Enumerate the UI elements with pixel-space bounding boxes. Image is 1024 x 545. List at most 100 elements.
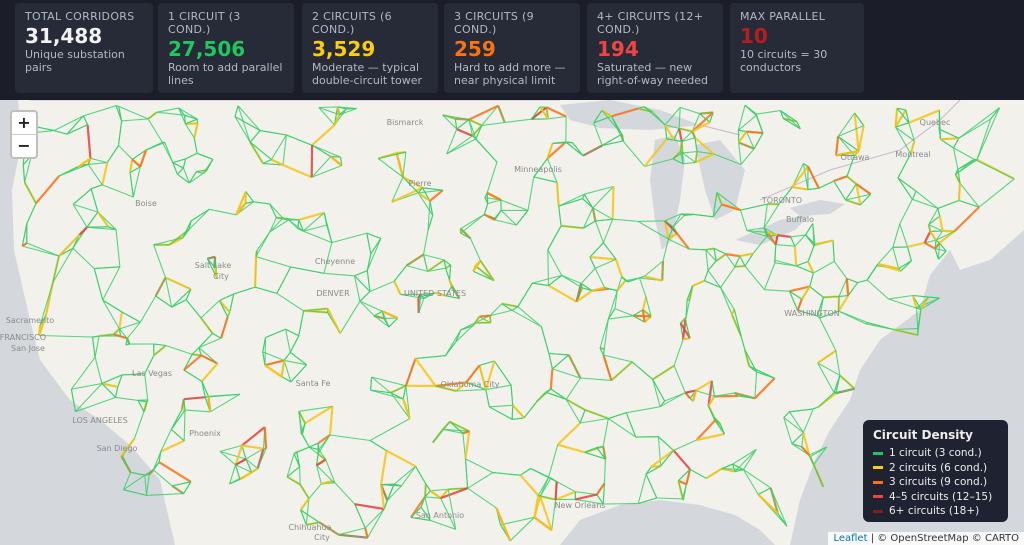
transmission-line [638,497,657,505]
transmission-line [391,176,404,203]
transmission-line [286,453,295,477]
transmission-line [153,244,167,278]
stat-label: 3 CIRCUITS (9 COND.) [454,10,534,36]
transmission-line [739,252,754,258]
transmission-line [632,314,652,318]
transmission-line [492,472,521,476]
transmission-line [672,158,684,165]
transmission-line [796,298,803,311]
transmission-line [924,239,937,244]
stat-label: MAX PARALLEL [740,10,826,23]
transmission-line [138,399,148,401]
transmission-line [265,328,286,339]
stat-card: MAX PARALLEL 10 10 circuits = 30 conductor… [730,3,864,93]
transmission-line [610,116,623,135]
transmission-line [911,190,917,200]
map[interactable]: Bismarck Pierre Minneapolis Boise Salt Lake C… [0,100,1024,545]
transmission-line [603,502,639,505]
transmission-line [837,112,856,137]
transmission-line [645,466,652,475]
place-label: San Antonio [416,511,464,520]
transmission-line [131,158,142,168]
transmission-line [354,270,368,277]
transmission-line [658,436,674,451]
transmission-line [746,229,768,234]
transmission-line [934,242,941,250]
leaflet-link[interactable]: Leaflet [833,533,868,544]
transmission-line [254,256,258,288]
transmission-line [712,192,718,217]
transmission-line [390,385,407,394]
transmission-line [245,191,254,203]
transmission-line [894,108,899,128]
transmission-line [734,449,757,472]
transmission-line [866,263,879,281]
transmission-line [788,290,799,311]
transmission-line [129,172,134,198]
transmission-line [678,127,693,133]
transmission-line [625,412,637,438]
transmission-line [386,485,402,501]
transmission-line [325,459,336,483]
transmission-line [650,464,661,468]
transmission-line [661,260,664,281]
transmission-line [819,310,839,319]
transmission-line [269,217,284,233]
transmission-line [548,352,569,356]
place-label: Buffalo [786,215,814,224]
transmission-line [285,329,291,353]
transmission-line [165,276,192,291]
transmission-line [122,472,132,490]
transmission-line [171,288,192,308]
transmission-line [589,256,617,261]
transmission-line [305,498,310,525]
transmission-line [809,272,814,287]
transmission-line [595,482,606,496]
transmission-line [807,261,815,274]
transmission-line [540,326,550,354]
transmission-line [88,162,108,165]
transmission-line [846,277,858,284]
transmission-line [896,107,907,111]
transmission-line [443,259,452,266]
transmission-line [780,110,798,123]
transmission-line [855,183,862,206]
transmission-line [708,405,715,418]
transmission-line [369,280,395,293]
transmission-line [497,105,506,123]
transmission-line [337,106,347,110]
transmission-line [659,392,686,408]
transmission-line [721,463,733,470]
transmission-line [744,265,765,291]
transmission-line [115,386,119,398]
zoom-in[interactable]: + [17,113,31,132]
transmission-line [418,189,443,194]
transmission-line [118,145,133,160]
map-labels: Bismarck Pierre Minneapolis Boise Salt Lake C… [0,118,950,542]
transmission-line [753,132,764,149]
transmission-line [846,155,855,177]
transmission-line [897,153,912,179]
transmission-line [328,406,334,436]
lake-ontario [790,200,845,216]
stat-value: 10 [740,24,768,48]
transmission-line [796,121,801,130]
transmission-line [533,495,540,518]
transmission-line [546,141,567,160]
transmission-line [652,379,661,407]
transmission-line [699,113,711,123]
transmission-line [594,268,606,288]
transmission-line [608,315,634,320]
transmission-line [82,115,89,125]
transmission-line [533,176,558,183]
transmission-line [552,142,573,144]
transmission-line [919,296,930,310]
transmission-line [153,343,166,347]
zoom-out[interactable]: − [12,134,36,157]
transmission-line [845,183,857,201]
transmission-line [331,232,367,244]
transmission-line [912,294,929,298]
transmission-line [766,231,777,246]
transmission-line [219,300,229,318]
transmission-line [94,266,120,270]
